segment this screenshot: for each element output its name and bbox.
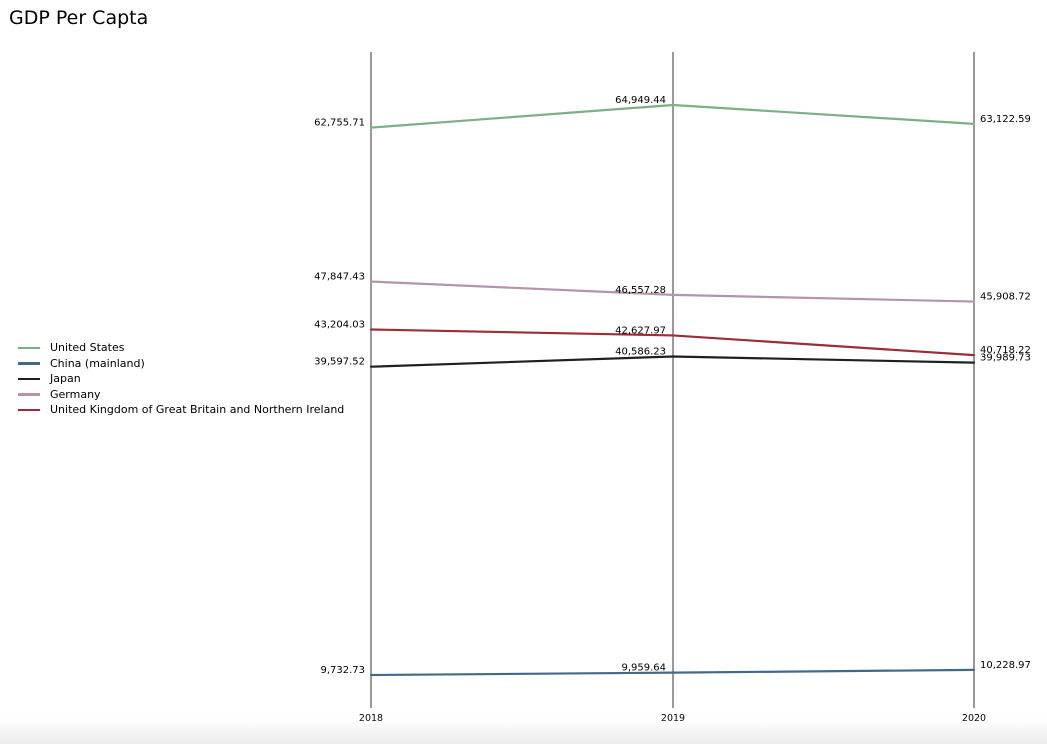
- legend-swatch-china: [18, 362, 40, 365]
- legend-label-germany: Germany: [50, 387, 101, 401]
- legend-item-germany[interactable]: Germany: [18, 387, 344, 403]
- series-line-germany: [369, 280, 976, 303]
- legend-swatch-united-kingdom: [18, 408, 40, 411]
- series-line-united-states: [369, 103, 976, 129]
- legend-label-united-kingdom: United Kingdom of Great Britain and Nort…: [50, 403, 345, 417]
- data-label-united-kingdom-of-great-britain-and-northern-ireland-2019: 42,627.97: [615, 325, 666, 336]
- series-line-united-kingdom-of-great-britain-and-northern-ireland: [369, 328, 976, 357]
- data-label-japan-2020: 39,989.73: [980, 353, 1031, 364]
- chart-title: GDP Per Capta: [9, 7, 149, 29]
- legend-swatch-united-states: [18, 346, 40, 349]
- legend-label-japan: Japan: [50, 372, 81, 386]
- legend-swatch-germany: [18, 393, 40, 396]
- axes-layer: 201820192020: [359, 52, 986, 724]
- data-label-japan-2019: 40,586.23: [615, 347, 666, 358]
- data-label-germany-2020: 45,908.72: [980, 292, 1031, 303]
- lines-layer: [369, 103, 976, 677]
- data-label-germany-2019: 46,557.28: [615, 285, 666, 296]
- legend-label-united-states: United States: [50, 341, 125, 355]
- legend-label-china: China (mainland): [50, 356, 145, 370]
- legend-item-japan[interactable]: Japan: [18, 371, 344, 387]
- legend-swatch-japan: [18, 377, 40, 380]
- data-label-japan-2018: 39,597.52: [314, 357, 365, 368]
- data-label-united-states-2019: 64,949.44: [615, 95, 666, 106]
- series-line-japan: [369, 355, 976, 368]
- data-label-united-states-2018: 62,755.71: [314, 118, 365, 129]
- legend-item-united-states[interactable]: United States: [18, 340, 344, 356]
- data-label-china-mainland-2019: 9,959.64: [621, 663, 666, 674]
- data-label-united-kingdom-of-great-britain-and-northern-ireland-2020: 40,718.22: [980, 345, 1031, 356]
- labels-layer: 62,755.71 64,949.44 63,122.59 9,732.73 9,959…: [314, 95, 1031, 676]
- bottom-shadow: [0, 718, 1047, 744]
- legend-item-united-kingdom[interactable]: United Kingdom of Great Britain and Nort…: [18, 402, 344, 418]
- data-label-united-states-2020: 63,122.59: [980, 114, 1031, 125]
- data-label-china-mainland-2018: 9,732.73: [320, 665, 365, 676]
- legend: United States China (mainland) Japan Ger…: [18, 340, 344, 418]
- data-label-united-kingdom-of-great-britain-and-northern-ireland-2018: 43,204.03: [314, 319, 365, 330]
- series-line-china-mainland: [369, 668, 976, 677]
- data-label-china-mainland-2020: 10,228.97: [980, 660, 1031, 671]
- legend-item-china[interactable]: China (mainland): [18, 356, 344, 372]
- data-label-germany-2018: 47,847.43: [314, 272, 365, 283]
